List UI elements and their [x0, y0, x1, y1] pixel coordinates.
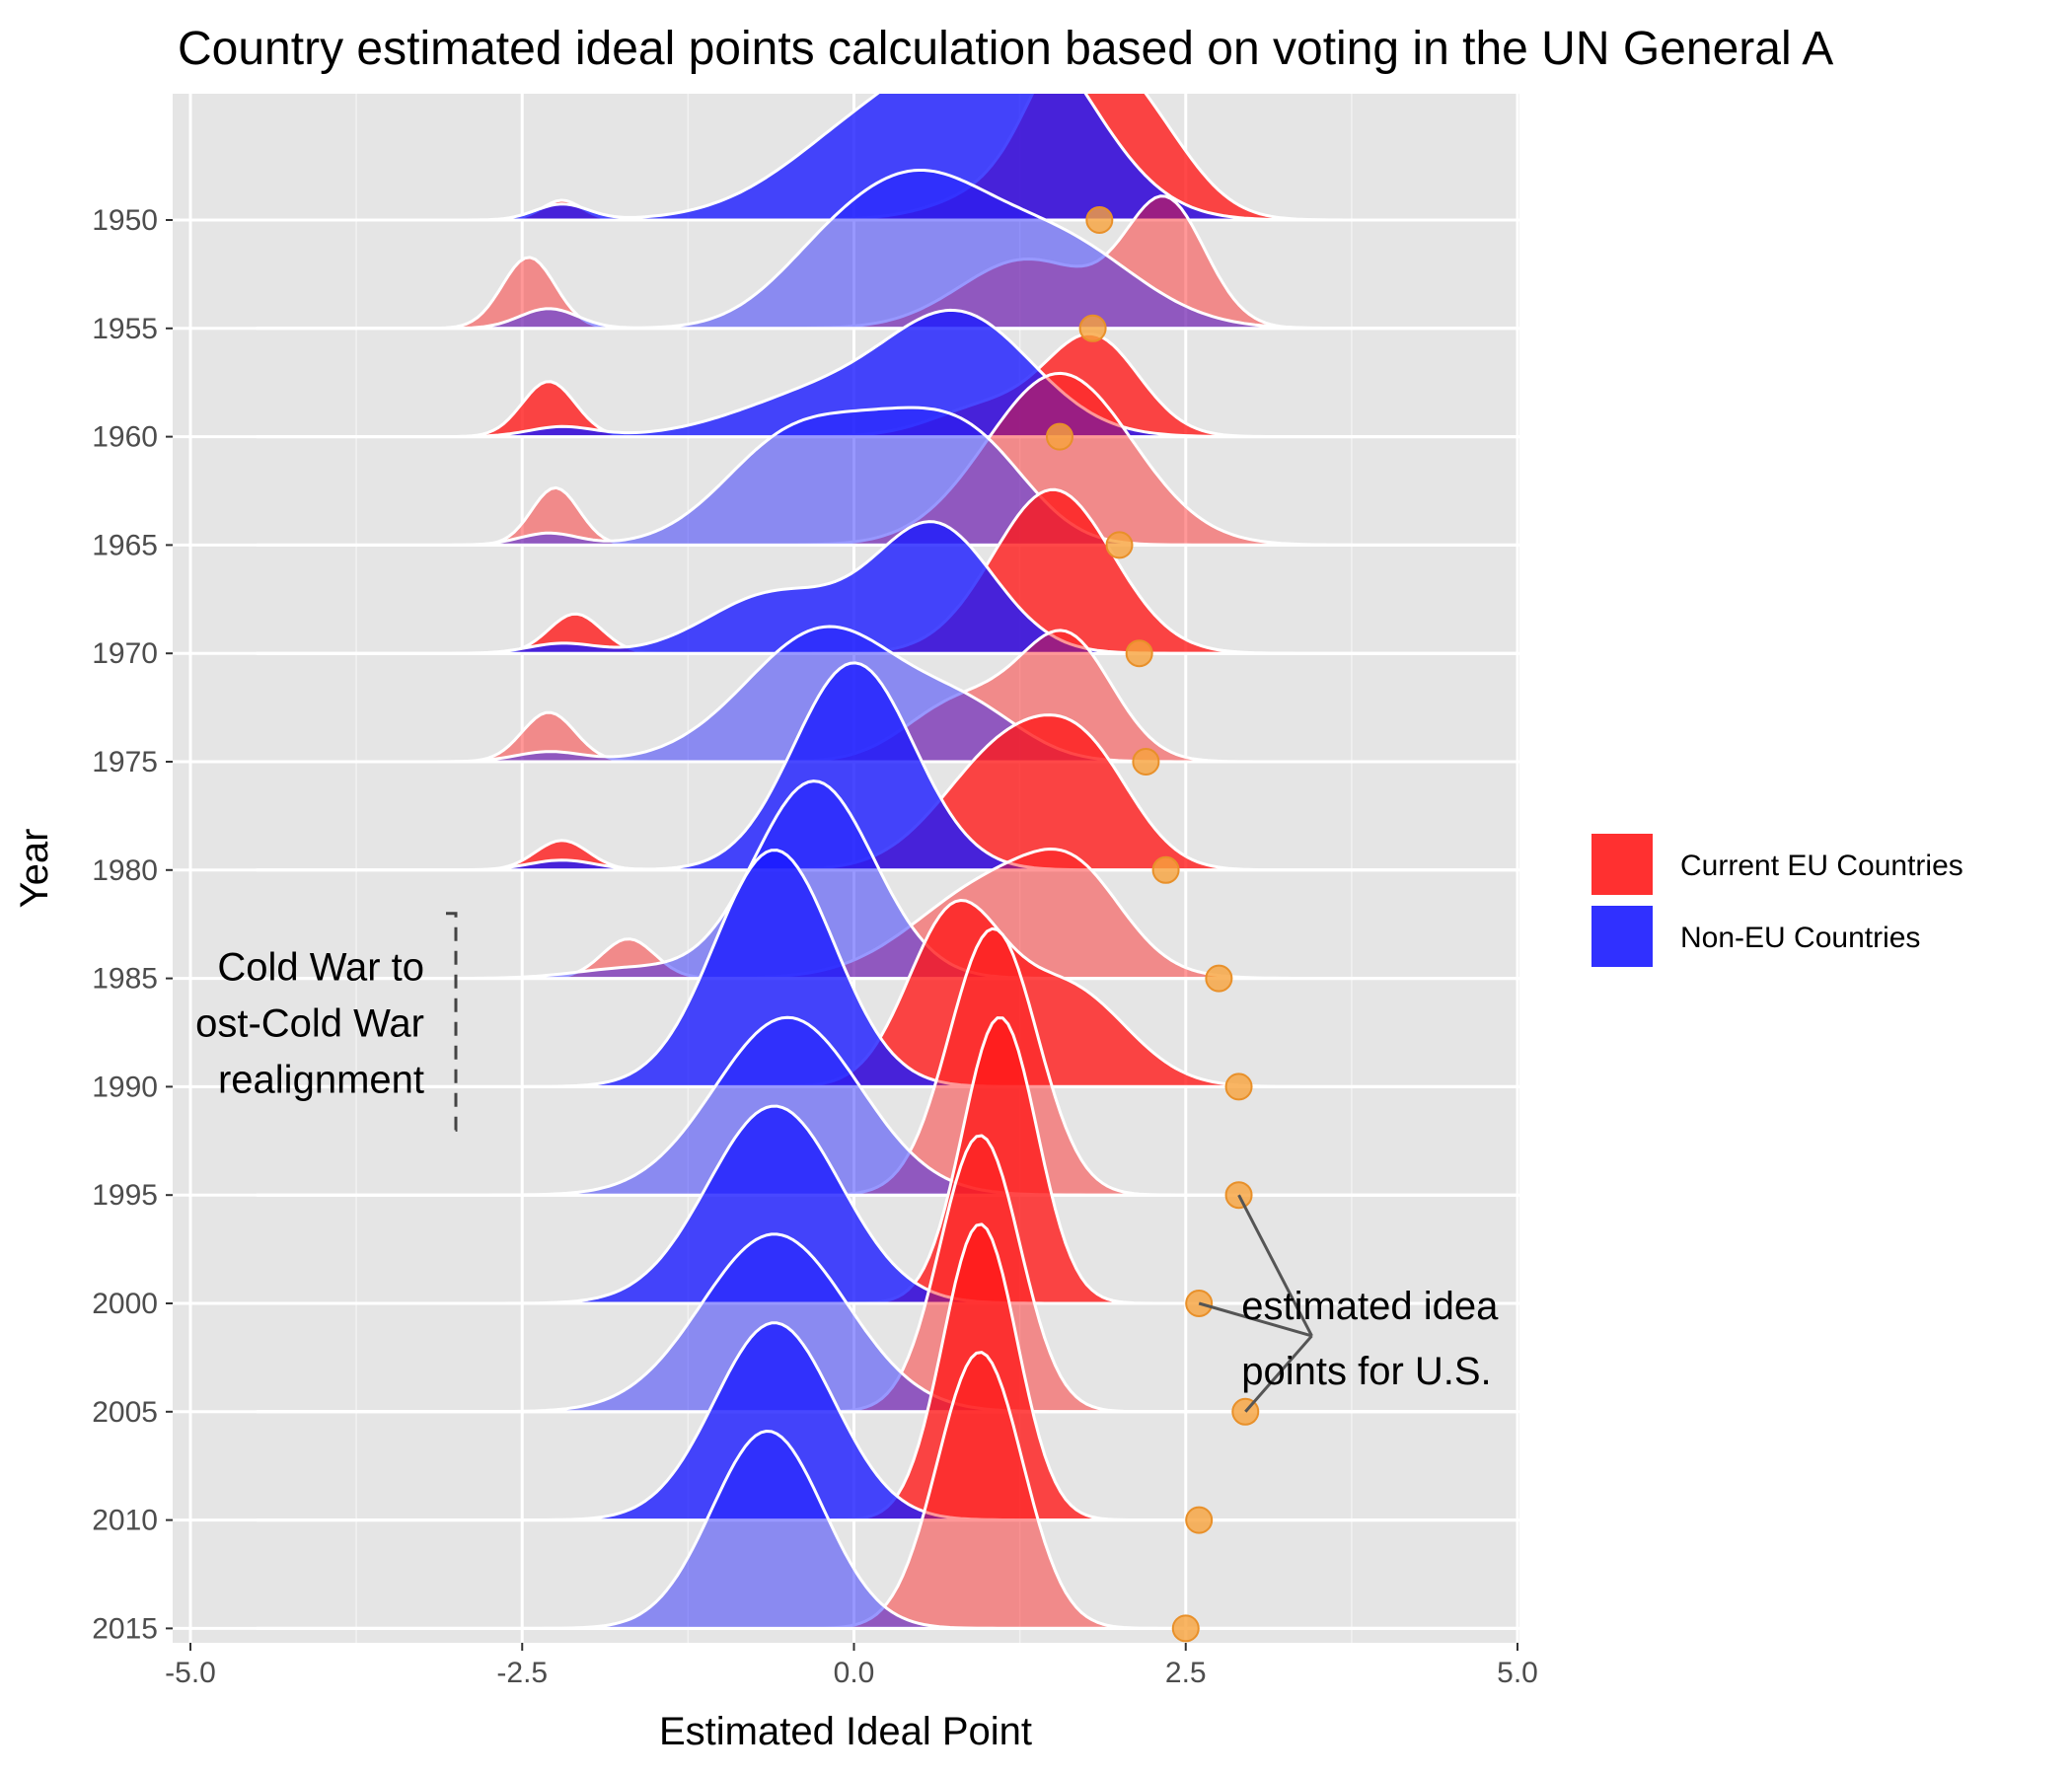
- y-tick-label: 2005: [92, 1396, 158, 1429]
- legend-label-0: Current EU Countries: [1680, 850, 1963, 882]
- legend-key-1: [1591, 906, 1653, 967]
- era-bracket: [446, 912, 458, 1132]
- density-non-eu-countries1990: [255, 849, 1519, 1088]
- us-callout-line: [1237, 1194, 1313, 1337]
- x-tick-label: 5.0: [1497, 1657, 1538, 1689]
- density-non-eu-countries1970: [255, 520, 1519, 655]
- x-axis-ticks: -5.0 -2.5 0.0 2.5 5.0: [165, 1643, 1538, 1689]
- y-tick-label: 1980: [92, 854, 158, 887]
- y-tick-label: 1990: [92, 1071, 158, 1103]
- us-point-1960: [1045, 422, 1073, 451]
- us-point-1975: [1132, 748, 1160, 776]
- y-tick-label: 1960: [92, 421, 158, 454]
- era-annotation-line: ost-Cold War: [195, 1002, 424, 1046]
- ridge-1985: [255, 779, 1519, 981]
- y-axis-title: Year: [13, 829, 56, 909]
- x-tick-label: 0.0: [834, 1657, 875, 1689]
- density-non-eu-countries2010: [255, 1321, 1519, 1522]
- density-non-eu-countries2005: [255, 1232, 1519, 1414]
- legend-label-1: Non-EU Countries: [1680, 922, 1920, 954]
- us-point-1970: [1125, 639, 1153, 668]
- y-tick-label: 2000: [92, 1288, 158, 1320]
- density-non-eu-countries1965: [255, 406, 1519, 547]
- density-non-eu-countries1985: [255, 779, 1519, 981]
- y-tick-label: 1950: [92, 204, 158, 237]
- us-annotation-line: points for U.S.: [1241, 1350, 1491, 1393]
- density-non-eu-countries1995: [255, 1015, 1519, 1197]
- density-non-eu-countries1955: [255, 169, 1519, 331]
- density-non-eu-countries1960: [255, 308, 1519, 439]
- x-axis-title: Estimated Ideal Point: [659, 1710, 1032, 1753]
- ridge-2010: [255, 1222, 1519, 1522]
- us-point-1980: [1151, 855, 1180, 884]
- ridge-2015: [255, 1351, 1519, 1630]
- us-callout-line: [1244, 1334, 1313, 1413]
- density-non-eu-countries1980: [255, 661, 1519, 872]
- ridge-1980: [255, 661, 1519, 872]
- us-point-1965: [1105, 531, 1134, 559]
- density-ridges: [255, 94, 1519, 1630]
- chart-title: Country estimated ideal points calculati…: [178, 23, 1833, 75]
- legend-key-0: [1591, 834, 1653, 895]
- density-non-eu-countries2015: [255, 1430, 1519, 1630]
- us-callout-line: [1198, 1301, 1312, 1338]
- us-point-2010: [1185, 1506, 1214, 1534]
- y-tick-label: 2015: [92, 1612, 158, 1645]
- us-point-1985: [1205, 964, 1233, 993]
- y-tick-label: 1985: [92, 963, 158, 996]
- y-tick-label: 1965: [92, 529, 158, 561]
- x-tick-label: -2.5: [496, 1657, 548, 1689]
- y-tick-label: 1995: [92, 1179, 158, 1212]
- y-tick-label: 1975: [92, 746, 158, 778]
- ridge-1995: [255, 926, 1519, 1197]
- ridge-2005: [255, 1134, 1519, 1414]
- us-point-1990: [1224, 1073, 1253, 1101]
- ridge-1970: [255, 487, 1519, 655]
- ridge-1960: [255, 308, 1519, 439]
- era-annotation-line: Cold War to: [217, 946, 424, 990]
- y-tick-label: 2010: [92, 1505, 158, 1537]
- ridge-1955: [255, 169, 1519, 331]
- us-annotation-line: estimated idea: [1241, 1285, 1499, 1328]
- ridge-2000: [255, 1016, 1519, 1305]
- annotations: Cold War to ost-Cold War realignment estima…: [195, 912, 1499, 1413]
- us-point-2015: [1171, 1614, 1200, 1643]
- y-tick-label: 1955: [92, 313, 158, 345]
- us-point-1955: [1078, 314, 1107, 342]
- ridge-1990: [255, 849, 1519, 1088]
- y-tick-label: 1970: [92, 637, 158, 670]
- density-non-eu-countries2000: [255, 1104, 1519, 1305]
- x-tick-label: -5.0: [165, 1657, 216, 1689]
- era-annotation-line: realignment: [218, 1059, 424, 1102]
- density-non-eu-countries1950: [255, 94, 1519, 222]
- ridge-1965: [255, 371, 1519, 547]
- us-point-1950: [1085, 206, 1114, 234]
- legend: Current EU Countries Non-EU Countries: [1591, 834, 1963, 967]
- y-axis-ticks: 1950 1955 1960 1965 1970 1975 1980 1985 1990 1995…: [92, 204, 173, 1645]
- ridge-1950: [255, 94, 1519, 222]
- x-tick-label: 2.5: [1165, 1657, 1207, 1689]
